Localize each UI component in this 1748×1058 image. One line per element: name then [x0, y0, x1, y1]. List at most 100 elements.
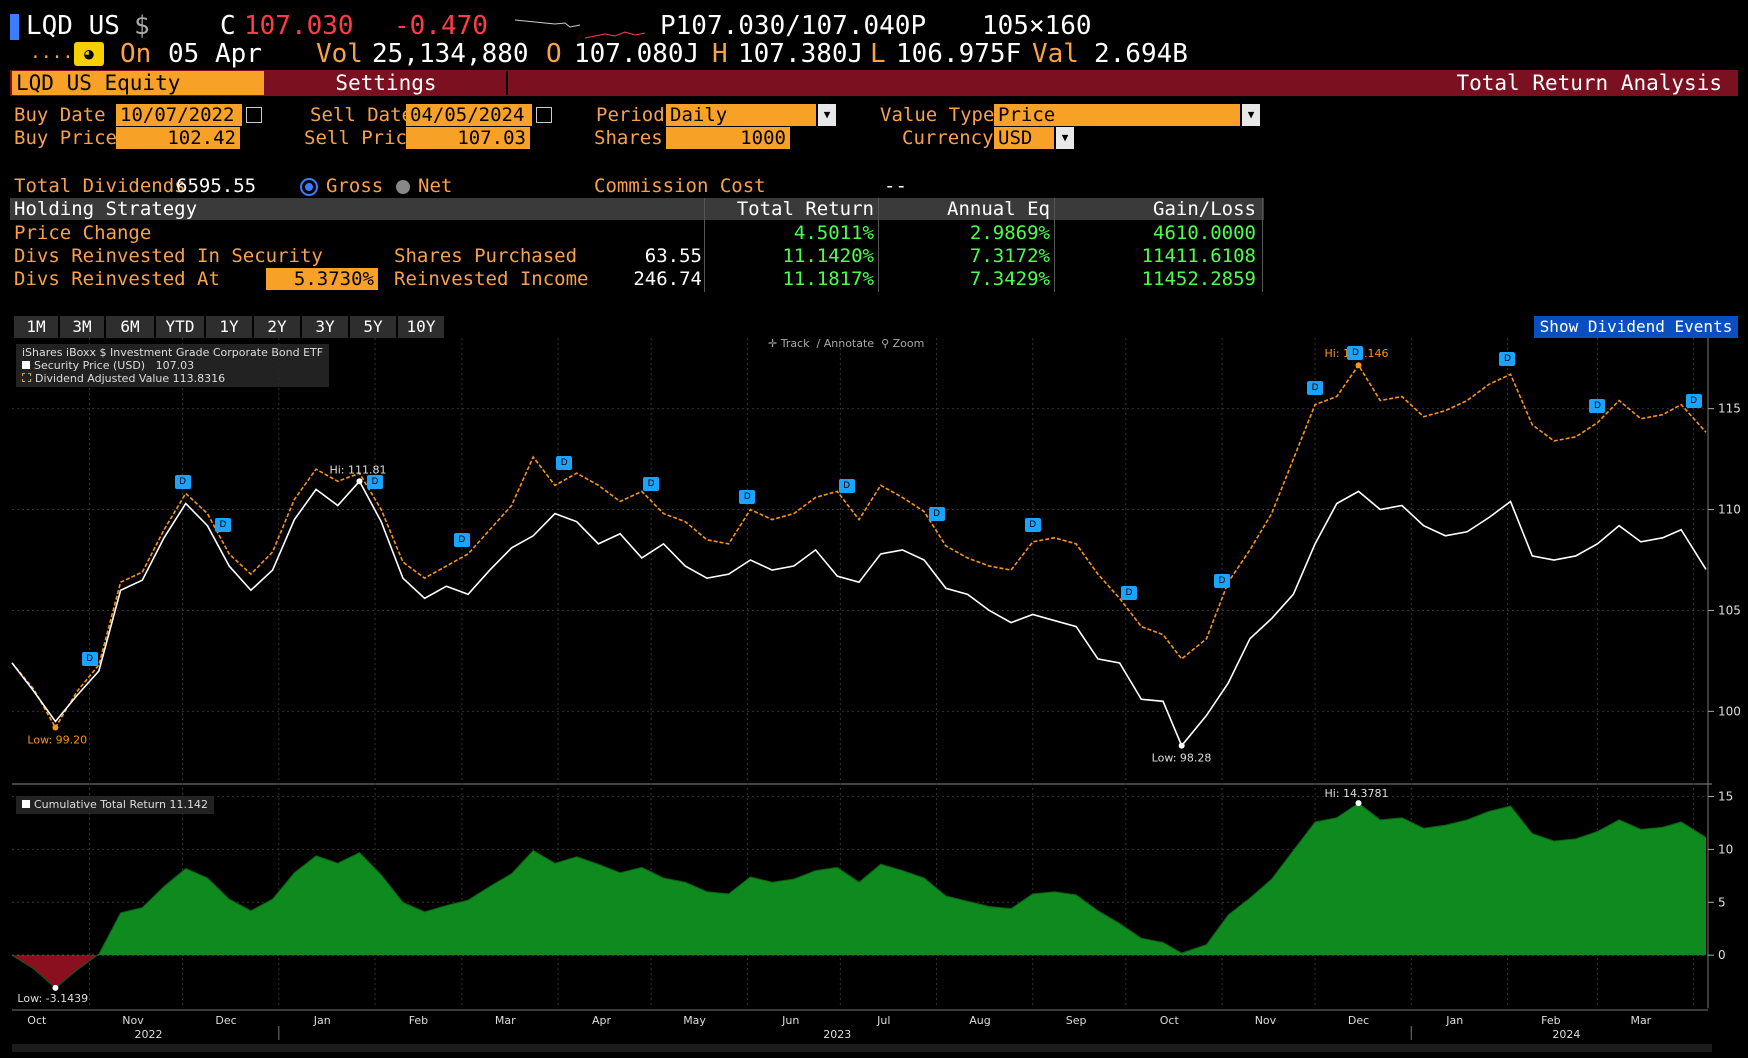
volume: 25,134,880: [372, 39, 529, 69]
dividend-event-badge[interactable]: D: [928, 507, 945, 522]
range-3m[interactable]: 3M: [60, 316, 104, 338]
chart-title: iShares iBoxx $ Investment Grade Corpora…: [22, 346, 324, 359]
currency-select[interactable]: USD: [994, 127, 1054, 149]
dividend-event-badge[interactable]: D: [1024, 517, 1041, 532]
dividend-event-badge[interactable]: D: [81, 652, 98, 667]
dividend-event-badge[interactable]: D: [1347, 345, 1364, 360]
x-month-label: Jan: [313, 1014, 331, 1027]
dividend-event-badge[interactable]: D: [1499, 351, 1516, 366]
tab-bar: [10, 70, 1738, 96]
gross-radio[interactable]: [302, 180, 316, 194]
dividend-event-badge[interactable]: D: [1589, 398, 1606, 413]
x-month-label: Oct: [27, 1014, 47, 1027]
commission-label: Commission Cost: [594, 175, 766, 197]
dividend-event-badge[interactable]: D: [367, 475, 383, 490]
gross-label: Gross: [326, 175, 384, 197]
low-adj-marker: [52, 724, 59, 731]
dividend-event-badge[interactable]: D: [214, 518, 231, 533]
range-10y[interactable]: 10Y: [398, 316, 444, 338]
dividend-event-badge[interactable]: D: [556, 456, 573, 471]
x-month-label: Oct: [1160, 1014, 1180, 1027]
net-radio[interactable]: [396, 180, 410, 194]
speed-icon[interactable]: ◕: [74, 42, 104, 66]
ticker[interactable]: LQD US: [26, 11, 120, 41]
high-price: 107.380J: [738, 39, 864, 69]
range-6m[interactable]: 6M: [106, 316, 154, 338]
value-type-select[interactable]: Price: [994, 104, 1240, 126]
dividend-event-badge[interactable]: D: [739, 490, 756, 505]
sell-price-label: Sell Price: [304, 127, 419, 149]
x-month-label: Sep: [1066, 1014, 1087, 1027]
range-ytd[interactable]: YTD: [156, 316, 204, 338]
legend-swatch-adj: [22, 373, 31, 382]
row-label: Divs Reinvested In Security: [14, 245, 323, 267]
shares-field[interactable]: 1000: [666, 127, 790, 149]
value-type-label: Value Type: [880, 104, 995, 126]
low-adj-label: Low: 99.20: [27, 734, 87, 747]
sell-date-field[interactable]: 04/05/2024: [406, 104, 532, 126]
reinvested-income-label: Reinvested Income: [394, 268, 589, 290]
col-divider: [704, 198, 705, 292]
period-select[interactable]: Daily: [666, 104, 816, 126]
open-price: 107.080J: [574, 39, 700, 69]
track-tool[interactable]: Track: [780, 337, 810, 350]
dividend-event-badge[interactable]: D: [453, 533, 470, 548]
x-year-label: 2024: [1552, 1028, 1580, 1041]
chart-toolbar: ✛ Track ∕ Annotate ⚲ Zoom: [768, 337, 924, 350]
high-label: H: [712, 39, 728, 69]
zoom-tool[interactable]: Zoom: [892, 337, 925, 350]
chevron-down-icon[interactable]: ▼: [1056, 127, 1074, 149]
ctr-low-label: Low: -3.1439: [17, 992, 88, 1005]
range-1m[interactable]: 1M: [14, 316, 58, 338]
total-return-cell: 11.1817%: [782, 268, 874, 290]
range-5y[interactable]: 5Y: [350, 316, 396, 338]
dividend-event-badge[interactable]: D: [174, 474, 191, 489]
zoom-icon: ⚲: [881, 337, 890, 350]
calendar-icon[interactable]: [246, 107, 262, 123]
y-tick-label: 10: [1718, 842, 1733, 856]
gain-loss-cell: 11452.2859: [1141, 268, 1256, 290]
dividend-event-badge[interactable]: D: [1685, 394, 1702, 409]
shares-label: Shares: [594, 127, 663, 149]
sell-price-field[interactable]: 107.03: [406, 127, 530, 149]
row-label: Price Change: [14, 222, 152, 244]
x-month-label: Jul: [876, 1014, 890, 1027]
show-dividend-events-button[interactable]: Show Dividend Events: [1534, 316, 1738, 338]
legend-swatch-ctr: [22, 800, 30, 808]
table-header: [10, 198, 1264, 220]
reinvest-rate-field[interactable]: 5.3730%: [266, 268, 378, 290]
chevron-down-icon[interactable]: ▼: [818, 104, 836, 126]
dividend-event-badge[interactable]: D: [1307, 380, 1324, 395]
calendar-icon[interactable]: [536, 107, 552, 123]
range-1y[interactable]: 1Y: [206, 316, 252, 338]
col-holding-strategy: Holding Strategy: [14, 198, 198, 220]
hi-price-marker: [356, 478, 363, 485]
tab-security[interactable]: LQD US Equity: [12, 71, 264, 95]
buy-price-field[interactable]: 102.42: [116, 127, 240, 149]
dividend-event-badge[interactable]: D: [1120, 586, 1137, 601]
dividend-event-badge[interactable]: D: [1214, 574, 1230, 589]
range-3y[interactable]: 3Y: [302, 316, 348, 338]
buy-date-field[interactable]: 10/07/2022: [116, 104, 242, 126]
gain-loss-cell: 4610.0000: [1153, 222, 1256, 244]
col-divider: [878, 198, 879, 292]
ctr-hi-label: Hi: 14.3781: [1325, 787, 1389, 800]
ctr-hi-marker: [1355, 800, 1362, 807]
chevron-down-icon[interactable]: ▼: [1242, 104, 1260, 126]
x-month-label: May: [683, 1014, 706, 1027]
legend-adj-last: 113.8316: [172, 372, 226, 385]
row-label: Divs Reinvested At: [14, 268, 220, 290]
dividend-event-badge[interactable]: D: [643, 476, 660, 491]
tab-settings[interactable]: Settings: [266, 71, 508, 95]
total-dividends-label: Total Dividends: [14, 175, 186, 197]
y-tick-label: 0: [1718, 948, 1726, 962]
sell-date-label: Sell Date: [310, 104, 413, 126]
x-month-label: Nov: [122, 1014, 144, 1027]
last-price: 107.030: [244, 11, 354, 41]
col-total-return: Total Return: [736, 198, 874, 220]
annotate-tool[interactable]: Annotate: [823, 337, 875, 350]
range-2y[interactable]: 2Y: [254, 316, 300, 338]
commission-value: --: [884, 175, 907, 197]
dividend-event-badge[interactable]: D: [838, 479, 855, 494]
